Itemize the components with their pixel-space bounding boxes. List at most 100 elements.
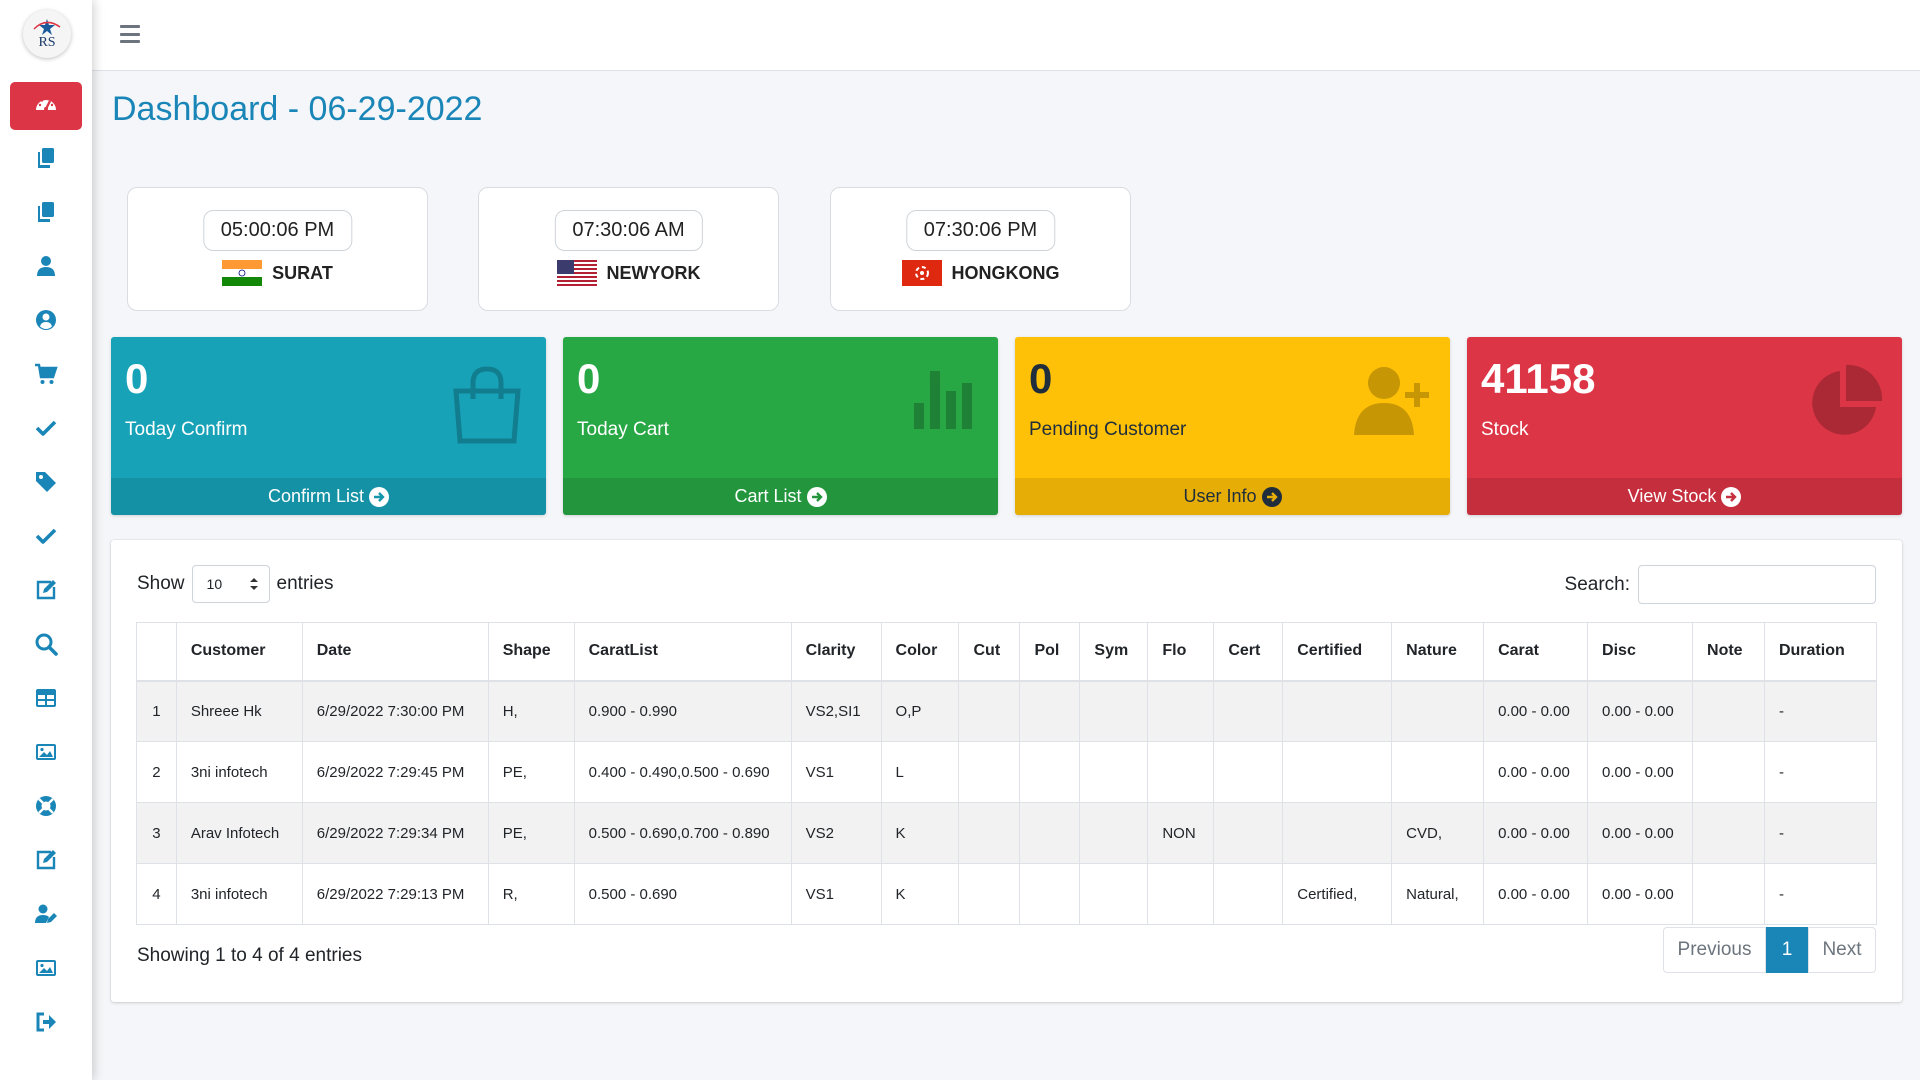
table-cell xyxy=(1079,680,1149,742)
column-header[interactable]: Nature xyxy=(1391,622,1485,682)
table-cell xyxy=(1213,741,1284,803)
column-header[interactable]: Sym xyxy=(1079,622,1149,682)
sidebar-item-10[interactable] xyxy=(10,568,82,616)
table-cell xyxy=(1391,680,1485,742)
column-header[interactable]: Duration xyxy=(1763,622,1878,682)
confirm-list-link[interactable]: Confirm List xyxy=(111,478,546,515)
sidebar-item-4[interactable] xyxy=(10,244,82,292)
column-header[interactable]: Carat xyxy=(1483,622,1589,682)
column-header[interactable]: Clarity xyxy=(790,622,882,682)
table-cell xyxy=(1282,741,1393,803)
table-cell xyxy=(1147,863,1215,925)
sidebar-item-16[interactable] xyxy=(10,892,82,940)
sidebar-item-9[interactable] xyxy=(10,514,82,562)
column-header[interactable]: Flo xyxy=(1147,622,1215,682)
column-header[interactable]: Shape xyxy=(487,622,575,682)
table-cell: VS2,SI1 xyxy=(790,680,882,742)
table-cell xyxy=(1213,680,1284,742)
table-row[interactable]: 4 3ni infotech 6/29/2022 7:29:13 PM R, 0.500… xyxy=(136,863,1878,925)
sidebar-item-6[interactable] xyxy=(10,352,82,400)
table-cell xyxy=(1079,802,1149,864)
sidebar-item-1[interactable] xyxy=(10,82,82,130)
column-header[interactable]: CaratList xyxy=(573,622,792,682)
sidebar-item-15[interactable] xyxy=(10,838,82,886)
sidebar-item-14[interactable] xyxy=(10,784,82,832)
clock-card-newyork: 07:30:06 AM NEWYORK xyxy=(478,187,779,311)
column-header[interactable]: Cert xyxy=(1213,622,1284,682)
search-input[interactable] xyxy=(1638,565,1876,604)
table-row[interactable]: 2 3ni infotech 6/29/2022 7:29:45 PM PE, 0.40… xyxy=(136,741,1878,803)
table-cell xyxy=(1019,802,1081,864)
table-cell: PE, xyxy=(487,802,575,864)
arrow-circle-right-icon xyxy=(369,486,390,507)
column-header[interactable] xyxy=(136,622,177,682)
table-cell: H, xyxy=(487,680,575,742)
column-header[interactable]: Note xyxy=(1692,622,1765,682)
sidebar-item-2[interactable] xyxy=(10,136,82,184)
menu-toggle-icon[interactable] xyxy=(120,25,140,43)
table-cell: - xyxy=(1763,802,1878,864)
sidebar-item-7[interactable] xyxy=(10,406,82,454)
sidebar-item-13[interactable] xyxy=(10,730,82,778)
stat-value: 0 xyxy=(125,355,149,402)
table-cell: 6/29/2022 7:29:34 PM xyxy=(301,802,489,864)
column-header[interactable]: Customer xyxy=(175,622,303,682)
bar-chart-icon xyxy=(914,371,972,429)
table-cell: CVD, xyxy=(1391,802,1485,864)
table-cell xyxy=(1391,741,1485,803)
stat-pending-customer: 0 Pending Customer User Info xyxy=(1015,337,1450,515)
table-cell xyxy=(958,741,1021,803)
view-stock-link[interactable]: View Stock xyxy=(1467,478,1902,515)
table-cell: 1 xyxy=(136,680,177,742)
previous-page-button[interactable]: Previous xyxy=(1663,927,1766,973)
logo[interactable]: RS xyxy=(23,10,71,58)
stat-today-confirm: 0 Today Confirm Confirm List xyxy=(111,337,546,515)
clock-city: NEWYORK xyxy=(606,262,701,283)
logout-icon xyxy=(34,1010,58,1039)
table-row[interactable]: 1 Shreee Hk 6/29/2022 7:30:00 PM H, 0.900 - … xyxy=(136,680,1878,742)
check-icon xyxy=(34,416,58,445)
arrow-circle-right-icon xyxy=(806,486,827,507)
pie-chart-icon xyxy=(1812,364,1883,435)
column-header[interactable]: Certified xyxy=(1282,622,1393,682)
page-size-select[interactable]: 10 xyxy=(191,565,270,603)
show-entries-control: Show 10 entries xyxy=(137,565,334,603)
table-header-row: Customer Date Shape CaratList Clarity Color Cu… xyxy=(136,622,1878,682)
stat-value: 0 xyxy=(1029,355,1053,402)
stat-today-cart: 0 Today Cart Cart List xyxy=(563,337,998,515)
sidebar-item-18[interactable] xyxy=(10,1000,82,1048)
stat-label: Stock xyxy=(1481,419,1529,440)
sidebar-item-5[interactable] xyxy=(10,298,82,346)
stat-label: Today Cart xyxy=(577,419,669,440)
column-header[interactable]: Cut xyxy=(958,622,1021,682)
arrow-circle-right-icon xyxy=(1721,486,1742,507)
table-cell xyxy=(1213,802,1284,864)
table-cell: 6/29/2022 7:29:45 PM xyxy=(301,741,489,803)
copy-icon xyxy=(34,146,58,175)
column-header[interactable]: Date xyxy=(301,622,489,682)
sidebar-item-8[interactable] xyxy=(10,460,82,508)
table-cell: 6/29/2022 7:30:00 PM xyxy=(301,680,489,742)
table-cell: - xyxy=(1763,680,1878,742)
column-header[interactable]: Pol xyxy=(1019,622,1081,682)
logo-text: RS xyxy=(38,35,55,50)
sidebar-item-17[interactable] xyxy=(10,946,82,994)
stat-link-label: Cart List xyxy=(734,486,802,506)
sidebar: RS xyxy=(0,0,92,1080)
user-info-link[interactable]: User Info xyxy=(1015,478,1450,515)
table-row[interactable]: 3 Arav Infotech 6/29/2022 7:29:34 PM PE, 0.5… xyxy=(136,802,1878,864)
cart-list-link[interactable]: Cart List xyxy=(563,478,998,515)
table-cell: 0.00 - 0.00 xyxy=(1483,802,1589,864)
table-body: 1 Shreee Hk 6/29/2022 7:30:00 PM H, 0.900 - … xyxy=(136,680,1878,925)
table-cell: 0.00 - 0.00 xyxy=(1587,863,1694,925)
next-page-button[interactable]: Next xyxy=(1808,927,1876,973)
column-header[interactable]: Disc xyxy=(1587,622,1694,682)
sidebar-item-3[interactable] xyxy=(10,190,82,238)
current-page-button[interactable]: 1 xyxy=(1766,927,1808,973)
table-cell: K xyxy=(880,802,960,864)
sidebar-item-12[interactable] xyxy=(10,676,82,724)
table-cell: NON xyxy=(1147,802,1215,864)
sidebar-item-11[interactable] xyxy=(10,622,82,670)
column-header[interactable]: Color xyxy=(880,622,960,682)
user-icon xyxy=(34,254,58,283)
